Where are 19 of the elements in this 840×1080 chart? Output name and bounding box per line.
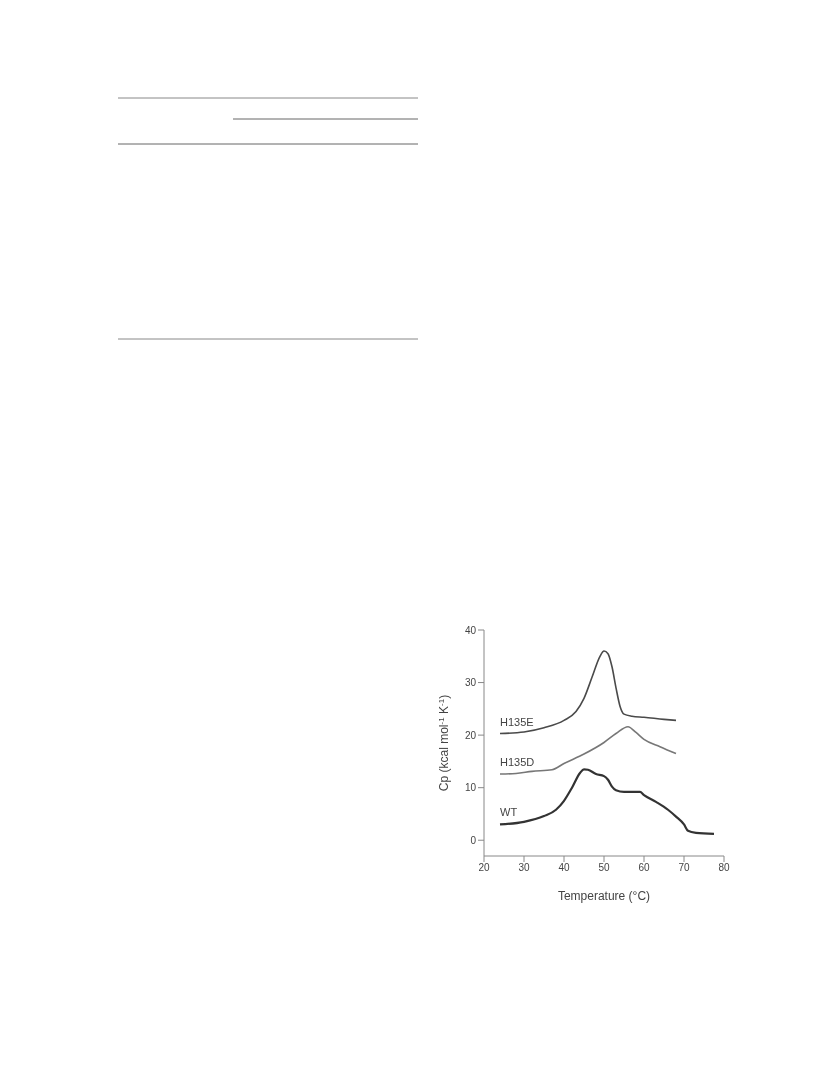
y-tick-label: 40 xyxy=(464,624,477,636)
y-tick-label: 10 xyxy=(464,782,477,794)
y-tick-label: 30 xyxy=(464,677,477,689)
x-tick-label: 30 xyxy=(518,862,530,874)
line-series xyxy=(499,650,677,735)
line-series xyxy=(498,768,716,836)
series-label: H135D xyxy=(500,756,535,769)
series-label: H135E xyxy=(500,715,534,728)
line-series xyxy=(499,725,677,775)
x-tick-label: 70 xyxy=(678,862,690,874)
series-label: WT xyxy=(500,806,518,819)
y-tick-label: 0 xyxy=(470,834,477,846)
x-axis-title: Temperature (°C) xyxy=(557,889,651,903)
x-tick-label: 80 xyxy=(718,862,730,874)
x-tick-label: 20 xyxy=(478,862,490,874)
x-tick-label: 50 xyxy=(598,862,610,874)
x-tick-label: 40 xyxy=(558,862,570,874)
x-tick-label: 60 xyxy=(638,862,650,874)
y-tick-label: 20 xyxy=(464,729,477,741)
